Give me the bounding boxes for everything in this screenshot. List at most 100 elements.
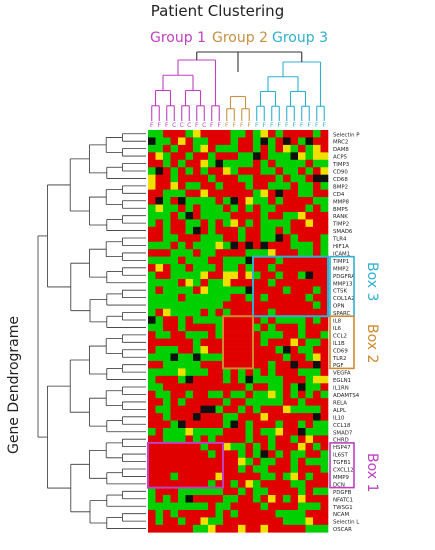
heatmap-cell [208,323,216,332]
heatmap-cell [215,256,224,265]
heatmap-cell [313,398,321,406]
heatmap-cell [200,398,209,406]
heatmap-cell [185,405,194,414]
heatmap-cell [193,524,201,533]
heatmap-cell [238,137,246,146]
heatmap-cell [170,234,179,243]
heatmap-cell [245,226,254,235]
heatmap-cell [223,450,231,459]
heatmap-cell [313,197,321,205]
heatmap-cell [238,293,246,302]
heatmap-cell [193,279,201,287]
heatmap-cell [313,189,321,198]
heatmap-cell [238,167,246,175]
heatmap-cell [320,368,329,377]
heatmap-cell [223,360,231,369]
heatmap-cell [215,480,224,488]
heatmap-cell [178,189,186,198]
heatmap-cell [268,450,276,459]
heatmap-cell [320,487,329,496]
heatmap-cell [193,234,201,243]
heatmap-cell [268,457,276,466]
heatmap-cell [200,211,209,220]
heatmap-cell [230,480,239,488]
heatmap-cell [223,420,231,429]
heatmap-cell [313,368,321,377]
heatmap-cell [245,219,254,228]
heatmap-cell [275,457,284,466]
heatmap-cell [320,271,329,280]
heatmap-cell [253,293,261,302]
heatmap-cell [170,509,179,518]
heatmap-cell [185,219,194,228]
heatmap-cell [290,428,299,436]
heatmap-cell [163,167,171,175]
gene-label: TIMP3 [332,162,349,168]
heatmap-cell [170,286,179,295]
heatmap-cell [155,413,164,421]
heatmap-cell [298,465,306,473]
heatmap-cell [260,256,269,265]
heatmap-cell [215,293,224,302]
heatmap-cell [163,338,171,347]
heatmap-cell [253,144,261,153]
heatmap-cell [200,360,209,369]
heatmap-cell [275,390,284,399]
heatmap-cell [238,509,246,518]
heatmap-cell [223,211,231,220]
heatmap-cell [193,293,201,302]
heatmap-cell [155,308,164,317]
heatmap-cell [290,368,299,377]
heatmap-cell [208,428,216,436]
heatmap-cell [200,316,209,324]
heatmap-cell [275,316,284,324]
heatmap-cell [155,487,164,496]
heatmap-cell [320,435,329,444]
heatmap-cell [320,480,329,488]
heatmap-cell [238,413,246,421]
heatmap-cell [253,197,261,205]
heatmap-cell [283,517,291,526]
heatmap-cell [253,130,261,138]
gene-label: IL6ST [333,453,348,459]
heatmap-cell [290,308,299,317]
heatmap-cell [238,480,246,488]
heatmap-cell [163,174,171,183]
heatmap-cell [253,472,261,481]
heatmap-cell [155,509,164,518]
heatmap-cell [253,271,261,280]
heatmap-cell [320,197,329,205]
heatmap-cell [185,509,194,518]
heatmap-cell [320,517,329,526]
heatmap-cell [163,286,171,295]
heatmap-cell [185,197,194,205]
heatmap-cell [313,271,321,280]
heatmap-cell [313,137,321,146]
heatmap-cell [155,226,164,235]
heatmap-cell [178,219,186,228]
heatmap-cell [200,204,209,213]
heatmap-cell [230,130,239,138]
heatmap-cell [208,152,216,161]
heatmap-cell [178,346,186,354]
heatmap-cell [155,219,164,228]
heatmap-cell [230,301,239,310]
heatmap-cell [290,487,299,496]
heatmap-cell [298,509,306,518]
heatmap-cell [275,241,284,250]
heatmap-cell [260,167,269,175]
heatmap-cell [193,152,201,161]
gene-label: PGF [333,363,344,369]
heatmap-cell [238,398,246,406]
heatmap-cell [253,360,261,369]
heatmap-cell [305,182,314,190]
heatmap-cell [268,197,276,205]
heatmap-cell [170,316,179,324]
heatmap-cell [193,368,201,377]
heatmap-cell [200,241,209,250]
heatmap-cell [253,375,261,384]
heatmap-cell [245,353,254,362]
heatmap-cell [230,420,239,429]
heatmap-cell [193,174,201,183]
heatmap-cell [163,457,171,466]
